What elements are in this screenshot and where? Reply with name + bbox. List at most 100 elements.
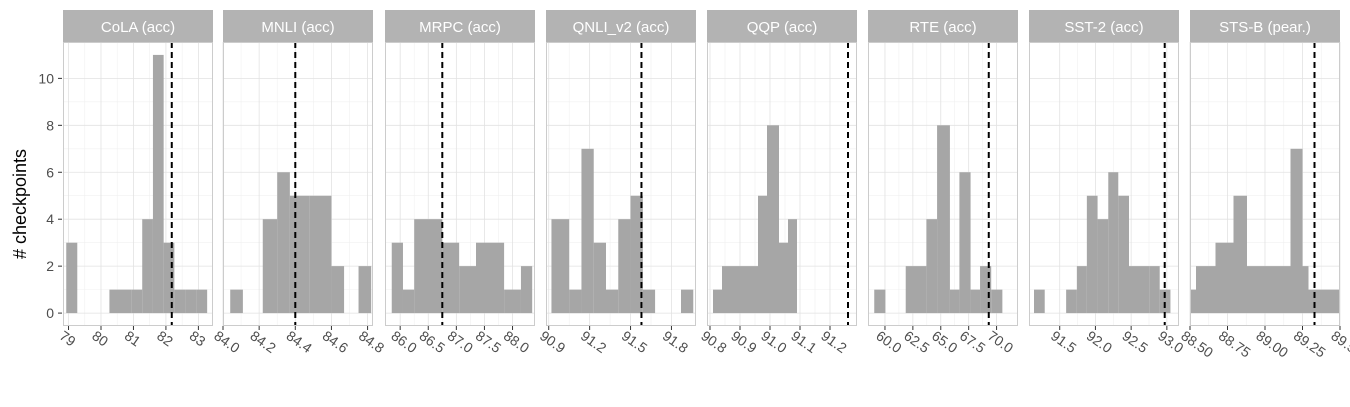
histogram-bar	[414, 219, 443, 314]
histogram-bar	[630, 195, 643, 314]
x-tick-label: 88.0	[501, 327, 533, 356]
x-tick-label: 86.5	[417, 327, 449, 356]
histogram-bar	[1108, 172, 1119, 314]
x-tick-label: 90.9	[728, 327, 760, 356]
x-tick-label: 86.0	[388, 327, 420, 356]
histogram-bar	[262, 219, 278, 314]
panel-title: RTE (acc)	[909, 19, 976, 36]
histogram-bar	[331, 266, 345, 314]
histogram-bar	[1076, 266, 1087, 314]
histogram-bar	[905, 266, 927, 314]
panel-6: SST-2 (acc)91.5 92.0 92.5 93.0	[1029, 10, 1187, 356]
x-tick-label: 79	[57, 327, 79, 349]
histogram-bar	[1034, 289, 1045, 314]
histogram-bar	[1233, 195, 1247, 314]
histogram-bar	[991, 289, 1003, 314]
histogram-bar	[788, 219, 797, 314]
x-tick-label: 91.1	[788, 327, 820, 356]
y-tick-label: 2	[46, 258, 54, 274]
histogram-bar	[1247, 266, 1271, 314]
x-tick-label: 90.9	[537, 327, 569, 356]
panel-title: MRPC (acc)	[419, 19, 501, 36]
histogram-bar	[1290, 148, 1303, 314]
histogram-bar	[779, 242, 788, 314]
x-tick-label: 67.5	[957, 327, 989, 356]
histogram-bar	[1159, 289, 1171, 314]
x-tick-label: 84.2	[247, 327, 279, 356]
y-tick-label: 4	[46, 211, 54, 227]
histogram-bar	[581, 148, 594, 314]
panel-strip	[385, 10, 535, 42]
x-tick-label: 92.5	[1119, 327, 1151, 356]
histogram-bar	[163, 242, 175, 314]
panel-background	[63, 42, 213, 326]
x-tick-label: 84.4	[284, 327, 316, 356]
panel-strip	[546, 10, 696, 42]
x-tick-label: 91.0	[758, 327, 790, 356]
panel-title: QQP (acc)	[747, 19, 818, 36]
histogram-bar	[1308, 289, 1340, 314]
panel-border	[868, 42, 1018, 326]
histogram-bar	[1215, 242, 1234, 314]
x-tick-label: 81	[122, 327, 144, 349]
panel-0: CoLA (acc) 79 80 81 82 83	[57, 10, 213, 350]
x-tick-label: 91.2	[578, 327, 610, 356]
histogram-bar	[681, 289, 694, 314]
histogram-bar	[758, 195, 767, 314]
panel-strip	[223, 10, 373, 42]
histogram-bar	[230, 289, 243, 314]
panel-border	[1029, 42, 1179, 326]
histogram-bar	[520, 266, 533, 314]
panel-strip	[1029, 10, 1179, 42]
x-tick-label: 70.0	[985, 327, 1017, 356]
x-tick-label: 91.8	[660, 327, 692, 356]
panels-group: 0 2 4 6 8 10 CoLA (acc) 79 80 81 82 83 MNLI (acc) 84.…	[38, 10, 1350, 361]
x-tick-label: 89.50	[1328, 327, 1350, 360]
histogram-bar	[949, 289, 960, 314]
y-tick-label: 10	[38, 70, 54, 86]
y-tick-label: 0	[46, 305, 54, 321]
histogram-bar	[109, 289, 132, 314]
histogram-bar	[1129, 266, 1150, 314]
histogram-bar	[874, 289, 886, 314]
histogram-bar	[66, 242, 78, 314]
histogram-bar	[569, 289, 582, 314]
x-tick-label: 89.25	[1291, 327, 1329, 360]
panel-border	[385, 42, 535, 326]
x-tick-label: 83	[187, 327, 209, 349]
panel-title: SST-2 (acc)	[1064, 19, 1143, 36]
histogram-bar	[713, 289, 722, 314]
histogram-bar	[358, 266, 372, 314]
panel-strip	[707, 10, 857, 42]
panel-1: MNLI (acc) 84.0 84.2 84.4 84.6 84.8	[211, 10, 388, 356]
histogram-bar	[185, 289, 197, 314]
histogram-bar	[642, 289, 656, 314]
panel-strip	[868, 10, 1018, 42]
histogram-bar	[1271, 266, 1291, 314]
histogram-bar	[737, 266, 758, 314]
panel-title: QNLI_v2 (acc)	[573, 19, 670, 36]
histogram-bar	[1149, 266, 1160, 314]
histogram-bar	[402, 289, 415, 314]
x-tick-label: 65.0	[929, 327, 961, 356]
x-tick-label: 88.75	[1216, 327, 1254, 360]
panel-5: RTE (acc) 60.062.565.067.570.0	[868, 10, 1018, 356]
x-tick-label: 82	[154, 327, 176, 349]
panel-7: STS-B (pear.) 88.50 88.75 89.00 89.25 89.50	[1178, 10, 1350, 361]
x-tick-label: 84.6	[320, 327, 352, 356]
histogram-bar	[767, 125, 779, 314]
histogram-bar	[970, 289, 981, 314]
x-tick-label: 84.8	[356, 327, 388, 356]
histogram-bar	[959, 172, 971, 314]
histogram-bar	[1118, 195, 1129, 314]
y-tick-label: 6	[46, 164, 54, 180]
histogram-bar	[937, 125, 950, 314]
histogram-bar	[1302, 266, 1309, 314]
x-tick-label: 91.5	[1048, 327, 1080, 356]
x-tick-label: 87.0	[445, 327, 477, 356]
panel-2: MRPC (acc) 86.086.587.087.588.0	[385, 10, 535, 356]
x-tick-label: 91.2	[818, 327, 850, 356]
histogram-bar	[289, 195, 310, 314]
x-tick-label: 91.5	[619, 327, 651, 356]
